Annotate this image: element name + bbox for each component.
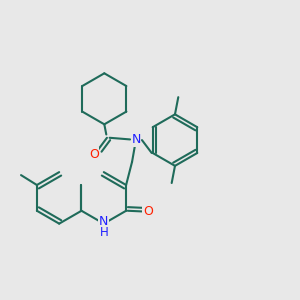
Text: N: N (131, 133, 141, 146)
Text: N: N (99, 215, 109, 228)
Text: H: H (99, 226, 108, 239)
Text: O: O (89, 148, 99, 161)
Text: O: O (143, 205, 153, 218)
